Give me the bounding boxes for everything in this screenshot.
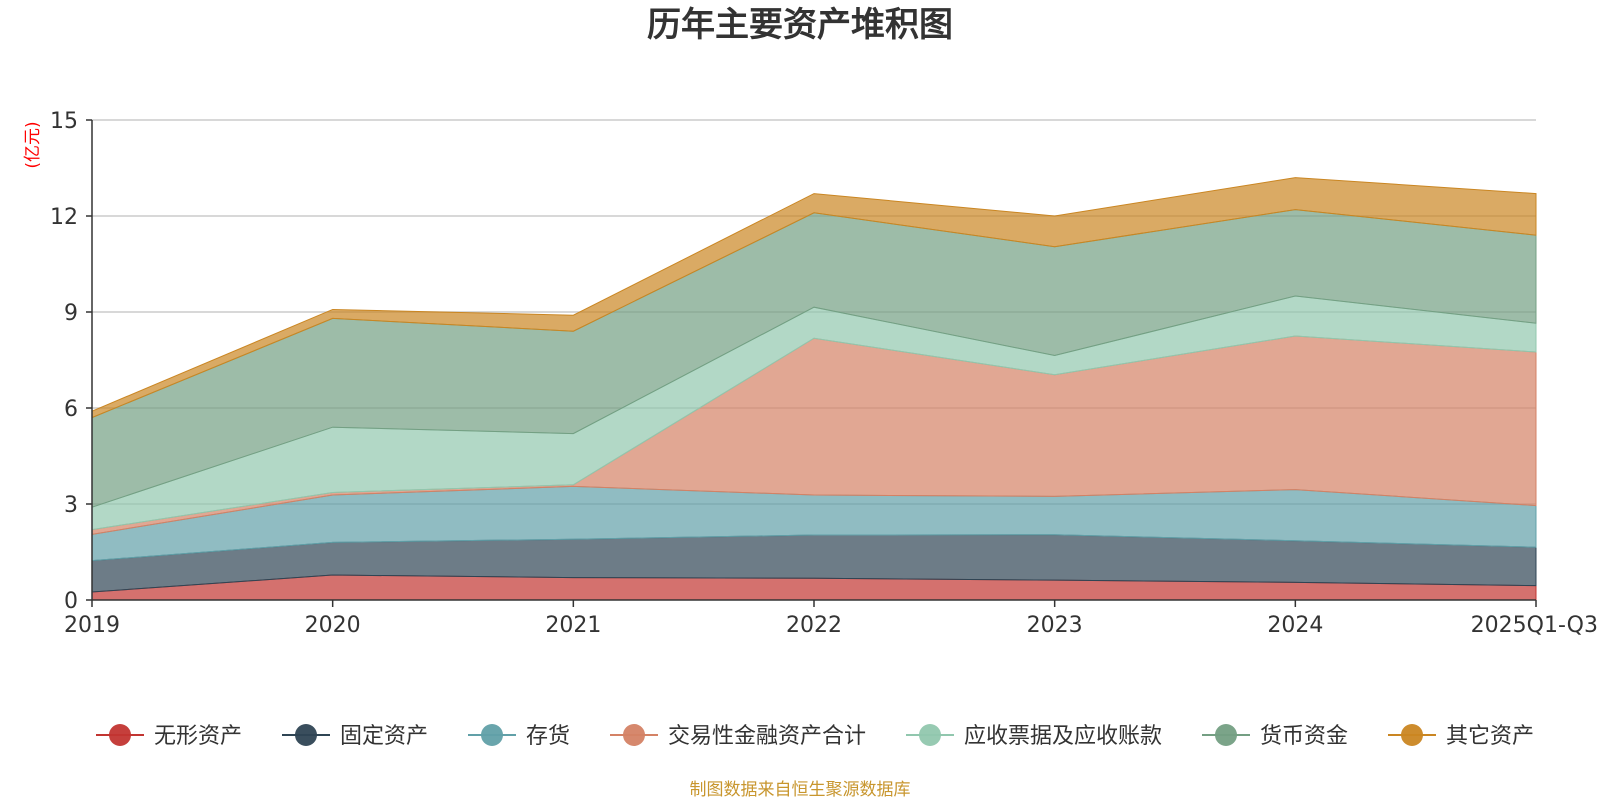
y-tick-label: 6 xyxy=(64,397,78,422)
y-tick-label: 12 xyxy=(50,205,78,230)
legend-label: 交易性金融资产合计 xyxy=(668,724,866,749)
legend-item: 货币资金 xyxy=(1202,724,1348,749)
legend-marker xyxy=(1401,724,1423,746)
x-tick-label: 2024 xyxy=(1267,613,1323,638)
legend-label: 应收票据及应收账款 xyxy=(964,724,1162,749)
legend-item: 无形资产 xyxy=(96,724,242,749)
y-tick-label: 3 xyxy=(64,493,78,518)
x-tick-label: 2022 xyxy=(786,613,842,638)
x-tick-label: 2020 xyxy=(305,613,361,638)
x-tick-label: 2019 xyxy=(64,613,120,638)
y-tick-label: 15 xyxy=(50,109,78,134)
legend-marker xyxy=(481,724,503,746)
legend-label: 其它资产 xyxy=(1446,724,1534,749)
legend-marker xyxy=(919,724,941,746)
x-tick-label: 2025Q1-Q3 xyxy=(1471,613,1598,638)
legend-label: 货币资金 xyxy=(1260,724,1348,749)
legend-item: 存货 xyxy=(468,724,570,749)
x-tick-label: 2023 xyxy=(1027,613,1083,638)
legend-marker xyxy=(109,724,131,746)
legend-marker xyxy=(1215,724,1237,746)
legend-label: 固定资产 xyxy=(340,724,428,749)
legend: 无形资产 固定资产 存货 交易性金融资产合计 应收票据及应收账款 货币资金 其它资产 xyxy=(96,724,1534,749)
legend-item: 应收票据及应收账款 xyxy=(906,724,1162,749)
area-series-group xyxy=(91,177,1537,601)
axes: 0 3 6 9 12 15 2019 2020 2021 2022 2023 2024 2025Q1-Q… xyxy=(50,109,1598,638)
legend-label: 无形资产 xyxy=(154,724,242,749)
area-series xyxy=(91,177,1537,419)
legend-item: 交易性金融资产合计 xyxy=(610,724,866,749)
data-source-note: 制图数据来自恒生聚源数据库 xyxy=(690,780,911,800)
legend-marker xyxy=(623,724,645,746)
y-tick-label: 0 xyxy=(64,589,78,614)
legend-item: 固定资产 xyxy=(282,724,428,749)
legend-item: 其它资产 xyxy=(1388,724,1534,749)
x-tick-label: 2021 xyxy=(545,613,601,638)
chart-title: 历年主要资产堆积图 xyxy=(647,5,953,45)
y-axis-unit-label: (亿元) xyxy=(23,121,43,168)
y-tick-label: 9 xyxy=(64,301,78,326)
legend-marker xyxy=(295,724,317,746)
legend-label: 存货 xyxy=(526,724,570,749)
